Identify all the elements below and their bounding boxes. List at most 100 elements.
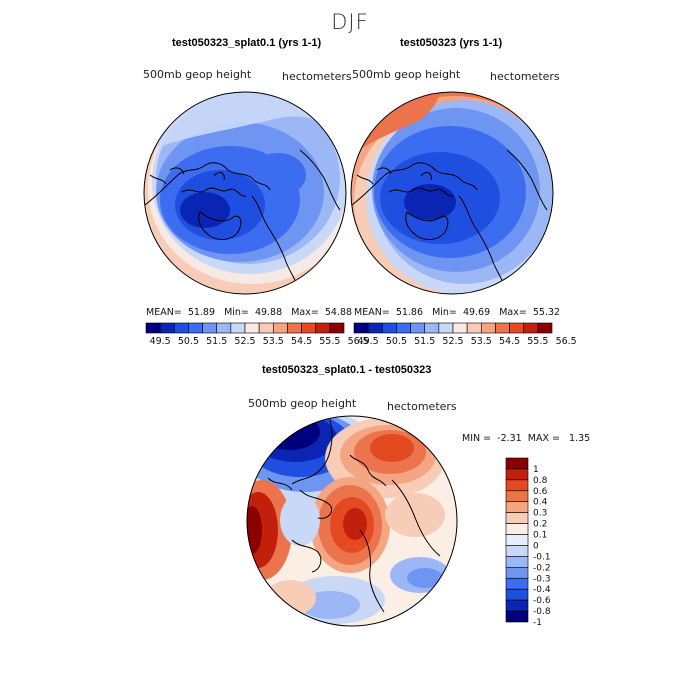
stats-right: MEAN= 51.86 Min= 49.69 Max= 55.32 [354, 307, 560, 318]
mean-value: 51.89 [187, 307, 216, 318]
colorbar-tick-label: 53.5 [263, 336, 284, 347]
min-value: 49.88 [254, 307, 283, 318]
colorbar-tick-label: -0.3 [533, 574, 551, 584]
colorbar-swatch [523, 322, 539, 334]
units-label-left: hectometers [282, 70, 352, 83]
diff-field-label: 500mb geop height [248, 397, 357, 410]
colorbar-tick-label: -0.1 [533, 552, 551, 562]
colorbar-difference: 10.80.60.40.30.20.10-0.1-0.2-0.3-0.4-0.6… [505, 457, 551, 628]
mean-label: MEAN= [146, 307, 182, 318]
map-difference [247, 416, 457, 626]
colorbar-tick-label: 50.5 [386, 336, 407, 347]
colorbar-swatch [505, 490, 529, 503]
units-label-right: hectometers [490, 70, 560, 83]
colorbar-tick-label: 0 [533, 541, 539, 551]
colorbar-swatch [159, 322, 175, 334]
colorbar-swatch [396, 322, 411, 334]
field-label-left: 500mb geop height [143, 68, 252, 81]
colorbar-swatch [244, 322, 260, 334]
colorbar-tick-label: 0.2 [533, 520, 547, 530]
colorbar-swatch [410, 322, 426, 334]
colorbar-swatch [505, 599, 529, 612]
colorbar-tick-label: 1 [533, 465, 539, 475]
colorbar-tick-label: 49.5 [358, 336, 379, 347]
colorbar-right: 49.5 50.5 51.5 52.5 53.5 54.5 55.5 56.5 [353, 322, 577, 347]
max-label: Max= [291, 307, 319, 318]
colorbar-tick-label: 50.5 [178, 336, 199, 347]
colorbar-swatch [315, 322, 331, 334]
colorbar-swatch [505, 567, 529, 579]
diff-units-label: hectometers [387, 400, 457, 413]
colorbar-swatch [466, 322, 482, 334]
colorbar-swatch [505, 457, 529, 470]
max-value: 54.88 [324, 307, 353, 318]
colorbar-swatch [287, 322, 302, 334]
mean-label: MEAN= [354, 307, 390, 318]
colorbar-tick-label: -1 [533, 618, 542, 628]
map-test050323-splat [144, 92, 346, 294]
colorbar-swatch [258, 322, 274, 334]
colorbar-tick-label: 56.5 [556, 336, 577, 347]
colorbar-swatch [216, 322, 232, 334]
colorbar-tick-label: 51.5 [414, 336, 435, 347]
colorbar-tick-label: -0.6 [533, 596, 551, 606]
colorbar-swatch [329, 322, 345, 334]
colorbar-swatch [537, 322, 553, 334]
stats-left: MEAN= 51.89 Min= 49.88 Max= 54.88 [146, 307, 352, 318]
colorbar-tick-label: 0.1 [533, 531, 547, 541]
colorbar-swatch [301, 322, 317, 334]
colorbar-swatch [505, 577, 529, 590]
colorbar-swatch [381, 322, 397, 334]
colorbar-swatch [505, 501, 529, 513]
colorbar-tick-label: -0.8 [533, 607, 551, 617]
panel-title-right: test050323 (yrs 1-1) [400, 37, 503, 49]
colorbar-swatch [505, 479, 529, 492]
panel-title-left: test050323_splat0.1 (yrs 1-1) [172, 37, 322, 49]
max-label: Max= [499, 307, 527, 318]
diff-min-label: MIN = [462, 433, 492, 444]
diff-max-value: 1.35 [569, 433, 591, 444]
colorbar-tick-label: 49.5 [150, 336, 171, 347]
coastline-b [351, 149, 548, 293]
colorbar-swatch [505, 468, 529, 481]
colorbar-tick-label: 0.4 [533, 498, 548, 508]
colorbar-tick-label: 54.5 [499, 336, 520, 347]
colorbar-swatch [145, 322, 161, 334]
colorbar-swatch [202, 322, 218, 334]
colorbar-tick-label: 0.6 [533, 487, 548, 497]
colorbar-swatch [480, 322, 496, 334]
colorbar-swatch [505, 610, 529, 623]
colorbar-tick-label: 55.5 [527, 336, 548, 347]
colorbar-tick-label: 55.5 [319, 336, 340, 347]
coastline-a [144, 149, 341, 293]
colorbar-swatch [505, 534, 529, 546]
colorbar-tick-label: -0.4 [533, 585, 551, 595]
colorbar-tick-label: 51.5 [206, 336, 227, 347]
colorbar-swatch [505, 523, 529, 535]
map-test050323 [351, 92, 553, 294]
min-value: 49.69 [462, 307, 491, 318]
colorbar-swatch [173, 322, 189, 334]
colorbar-tick-label: 52.5 [442, 336, 463, 347]
diff-min-value: -2.31 [497, 433, 522, 444]
colorbar-tick-label: 54.5 [291, 336, 312, 347]
colorbar-tick-label: 56.5 [348, 336, 369, 347]
colorbar-left: 49.5 50.5 51.5 52.5 53.5 54.5 55.5 56.5 [145, 322, 369, 347]
field-label-right: 500mb geop height [352, 68, 461, 81]
colorbar-swatch [505, 588, 529, 601]
coastline-c [267, 419, 441, 613]
colorbar-swatch [505, 545, 529, 557]
colorbar-swatch [505, 512, 529, 524]
colorbar-swatch [230, 322, 246, 334]
colorbar-swatch [452, 322, 468, 334]
colorbar-swatch [424, 322, 440, 334]
colorbar-tick-label: 52.5 [234, 336, 255, 347]
colorbar-tick-label: -0.2 [533, 563, 551, 573]
colorbar-swatch [272, 322, 288, 334]
season-title: DJF [331, 10, 369, 34]
min-label: Min= [432, 307, 457, 318]
min-label: Min= [224, 307, 249, 318]
colorbar-swatch [353, 322, 369, 334]
diff-title: test050323_splat0.1 - test050323 [262, 364, 432, 376]
